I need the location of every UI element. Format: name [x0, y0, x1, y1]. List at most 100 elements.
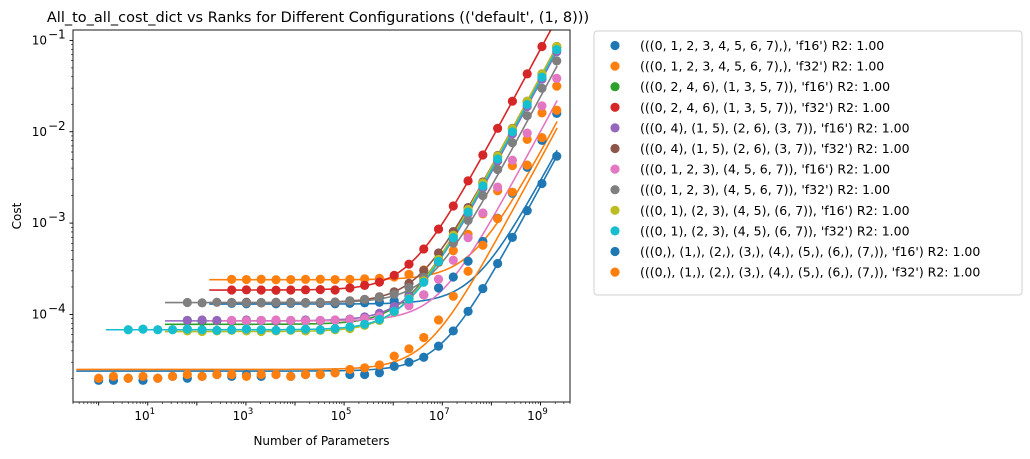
data-point-s7-32	[552, 73, 562, 83]
legend-marker-7	[610, 164, 620, 174]
data-point-s10-12	[256, 325, 266, 335]
data-point-s4-17	[330, 285, 340, 295]
data-point-s8-20	[374, 292, 385, 303]
data-point-s8-15	[300, 298, 311, 308]
data-point-s12-29	[507, 187, 518, 197]
x-tick-label: 107	[429, 407, 450, 423]
data-point-s10-8	[197, 325, 207, 335]
data-point-s8-11	[241, 298, 252, 308]
data-point-s10-28	[493, 154, 503, 164]
data-point-s7-30	[522, 128, 532, 138]
data-point-s8-8	[197, 298, 207, 308]
data-point-s4-16	[315, 285, 325, 295]
data-point-s7-24	[433, 274, 444, 284]
x-tick-label: 101	[134, 407, 155, 423]
data-point-s10-5	[153, 325, 163, 335]
data-point-s10-13	[271, 325, 281, 335]
data-point-s12-22	[404, 344, 414, 354]
legend-marker-8	[610, 185, 620, 195]
data-point-s6-24	[433, 248, 444, 258]
legend-label-12: (((0,), (1,), (2,), (3,), (4,), (5,), (6…	[640, 265, 980, 280]
data-point-s12-26	[463, 266, 473, 276]
data-point-s10-20	[374, 314, 385, 325]
data-point-s2-16	[315, 274, 325, 284]
data-point-s12-6	[167, 371, 178, 381]
data-point-s8-30	[522, 111, 532, 121]
data-point-s4-29	[507, 96, 518, 106]
data-point-s7-17	[330, 315, 340, 325]
legend-marker-5	[610, 123, 620, 133]
data-point-s7-28	[493, 182, 503, 192]
legend-label-10: (((0, 1), (2, 3), (4, 5), (6, 7)), 'f32'…	[640, 223, 910, 238]
data-point-s11-30	[522, 206, 532, 216]
data-point-s12-20	[374, 360, 385, 370]
data-point-s10-4	[138, 324, 148, 334]
data-point-s4-18	[345, 283, 355, 293]
data-point-s4-21	[389, 270, 399, 280]
x-axis-ticks: 101 103 105 107 109	[72, 402, 571, 423]
data-point-s11-28	[493, 258, 503, 269]
data-point-s4-19	[360, 280, 370, 290]
data-point-s12-13	[271, 369, 281, 380]
data-point-s10-25	[448, 233, 458, 243]
data-point-s2-25	[448, 246, 458, 256]
data-point-s12-2	[108, 371, 119, 381]
data-point-s10-3	[123, 325, 133, 335]
data-point-s4-28	[493, 123, 503, 133]
data-point-s4-14	[286, 285, 296, 295]
legend-marker-2	[610, 61, 620, 71]
data-point-s4-22	[404, 259, 414, 269]
data-point-s8-31	[537, 83, 547, 93]
data-point-s11-20	[374, 368, 385, 378]
data-point-s12-19	[360, 363, 370, 373]
y-tick-exponent: −2	[48, 119, 66, 133]
data-point-s2-13	[271, 275, 281, 285]
data-point-s11-26	[463, 306, 473, 316]
data-point-s2-30	[522, 134, 532, 145]
legend-label-9: (((0, 1), (2, 3), (4, 5), (6, 7)), 'f16'…	[640, 203, 910, 218]
data-point-s12-25	[448, 291, 458, 301]
data-point-s10-14	[286, 325, 296, 335]
data-point-s4-24	[433, 224, 444, 234]
data-point-s11-27	[478, 283, 488, 294]
data-point-s1-24	[433, 283, 444, 293]
data-point-s10-31	[537, 72, 547, 82]
data-point-s2-32	[552, 81, 562, 91]
data-point-s12-27	[478, 240, 488, 250]
data-point-s10-19	[360, 319, 370, 329]
data-point-s8-9	[212, 297, 222, 307]
data-point-s4-13	[271, 285, 281, 295]
data-point-s12-12	[256, 369, 266, 380]
data-point-s2-19	[360, 274, 370, 284]
data-point-s7-14	[286, 315, 296, 326]
legend-marker-9	[610, 205, 620, 215]
data-point-s5-9	[212, 315, 222, 326]
legend-box	[593, 30, 1023, 296]
y-tick-label: 10	[32, 216, 47, 230]
data-point-s4-27	[478, 150, 488, 160]
data-point-s12-23	[419, 332, 429, 343]
data-point-s12-31	[537, 133, 547, 143]
data-point-s12-16	[315, 369, 325, 380]
data-point-s8-16	[315, 297, 325, 307]
data-point-s7-25	[448, 255, 458, 265]
data-point-s8-19	[360, 294, 370, 305]
data-point-s7-23	[419, 290, 429, 300]
data-points	[94, 41, 562, 385]
legend-marker-10	[610, 226, 620, 236]
legend: (((0, 1, 2, 3, 4, 5, 6, 7),), 'f16') R2:…	[593, 30, 1023, 296]
data-point-s2-15	[300, 274, 311, 284]
data-point-s12-7	[182, 369, 192, 380]
legend-label-3: (((0, 2, 4, 6), (1, 3, 5, 7)), 'f16') R2…	[640, 79, 890, 94]
data-point-s7-29	[507, 155, 518, 165]
data-point-s2-11	[241, 274, 252, 285]
data-point-s8-27	[478, 191, 488, 201]
data-point-s11-22	[404, 357, 414, 367]
data-point-s8-22	[404, 282, 414, 293]
data-point-s12-3	[123, 373, 133, 383]
data-point-s12-5	[153, 373, 163, 383]
data-point-s12-9	[212, 369, 222, 380]
data-point-s10-10	[227, 325, 237, 335]
data-point-s11-23	[419, 352, 429, 362]
data-point-s8-18	[345, 296, 355, 306]
